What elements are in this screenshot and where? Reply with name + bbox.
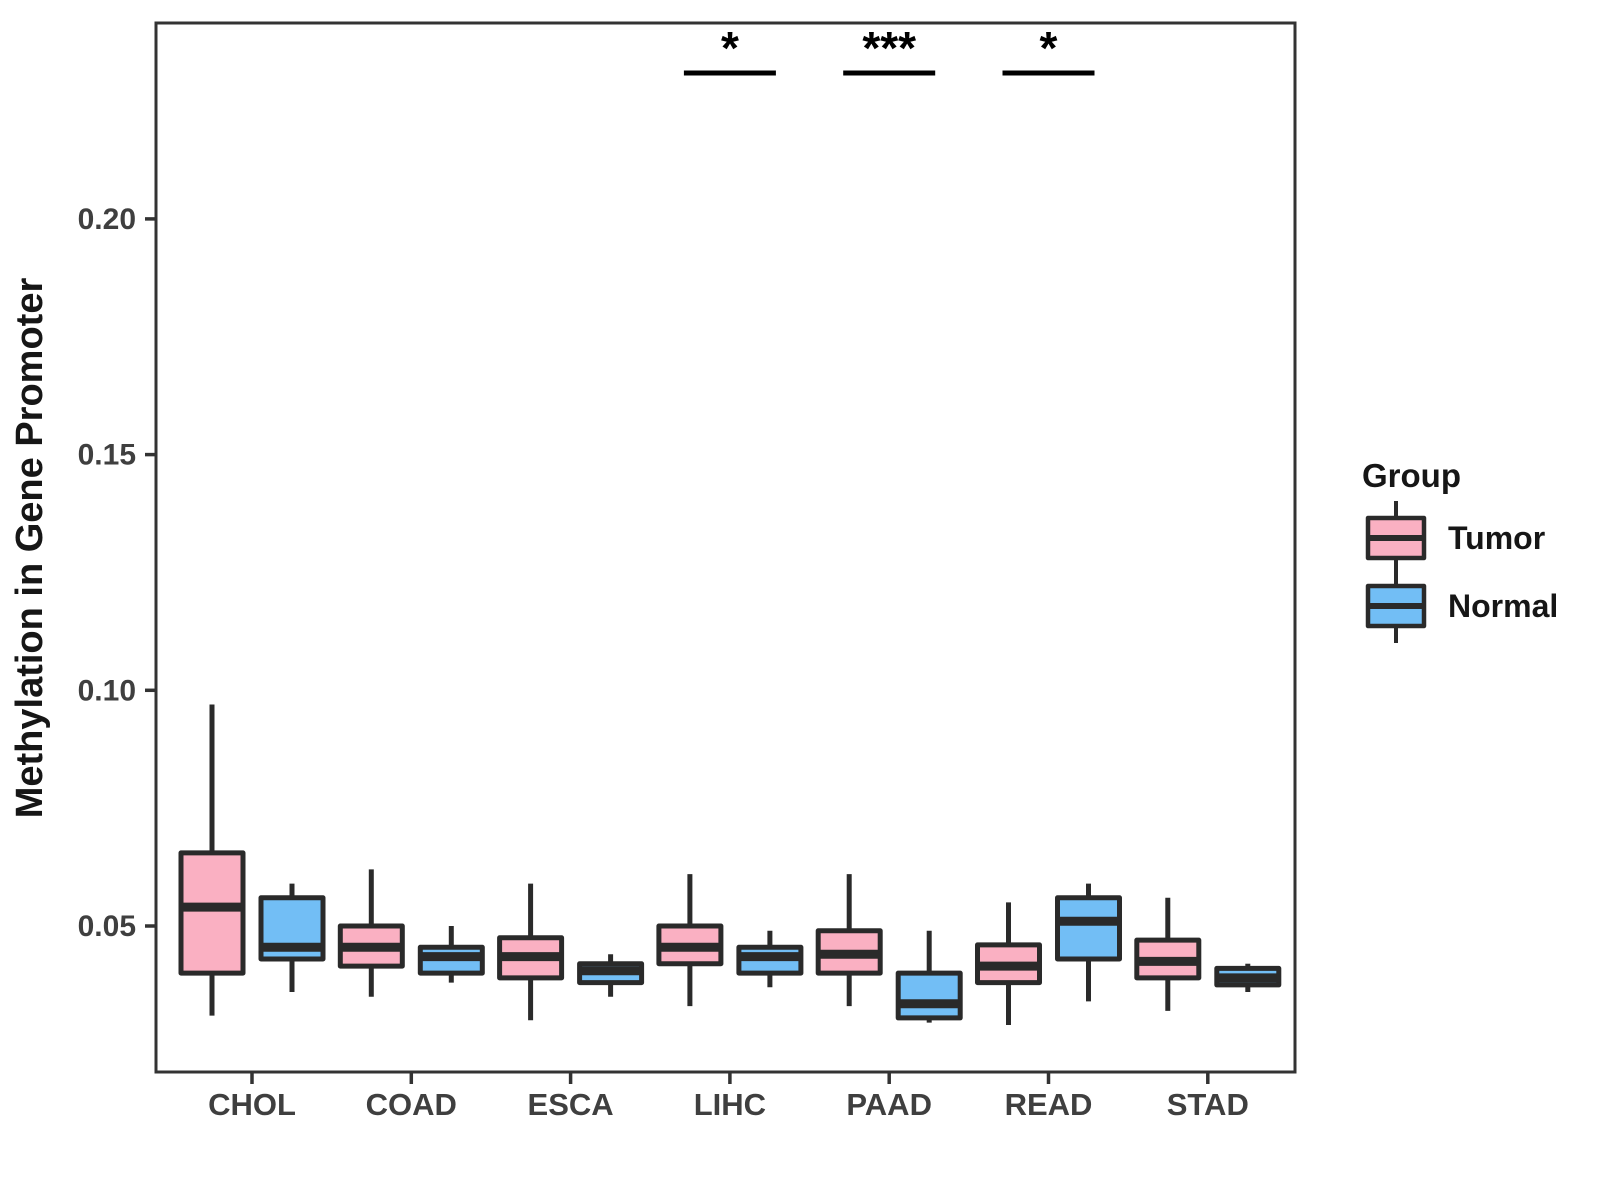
x-axis-label-read: READ: [1005, 1087, 1093, 1122]
y-tick-label: 0.20: [78, 203, 136, 236]
y-tick-label: 0.05: [78, 910, 136, 943]
x-axis-label-chol: CHOL: [208, 1087, 296, 1122]
box-chol-tumor: [178, 850, 246, 976]
legend-title: Group: [1362, 457, 1461, 494]
significance-label-lihc: *: [721, 22, 739, 74]
plot-panel-border: [154, 21, 1297, 1074]
legend-label-tumor: Tumor: [1448, 520, 1545, 556]
x-axis-label-paad: PAAD: [846, 1087, 932, 1122]
y-tick-label: 0.10: [78, 674, 136, 707]
box-paad-normal: [895, 970, 963, 1021]
x-axis-label-stad: STAD: [1167, 1087, 1249, 1122]
legend-label-normal: Normal: [1448, 588, 1558, 624]
box-read-normal: [1055, 895, 1122, 962]
significance-label-read: *: [1040, 22, 1058, 74]
x-axis-label-esca: ESCA: [528, 1087, 614, 1122]
x-axis-label-lihc: LIHC: [694, 1087, 766, 1122]
x-axis-label-coad: COAD: [366, 1087, 457, 1122]
y-axis-title: Methylation in Gene Promoter: [9, 278, 51, 819]
y-tick-label: 0.15: [78, 439, 136, 472]
significance-label-paad: ***: [862, 22, 916, 74]
